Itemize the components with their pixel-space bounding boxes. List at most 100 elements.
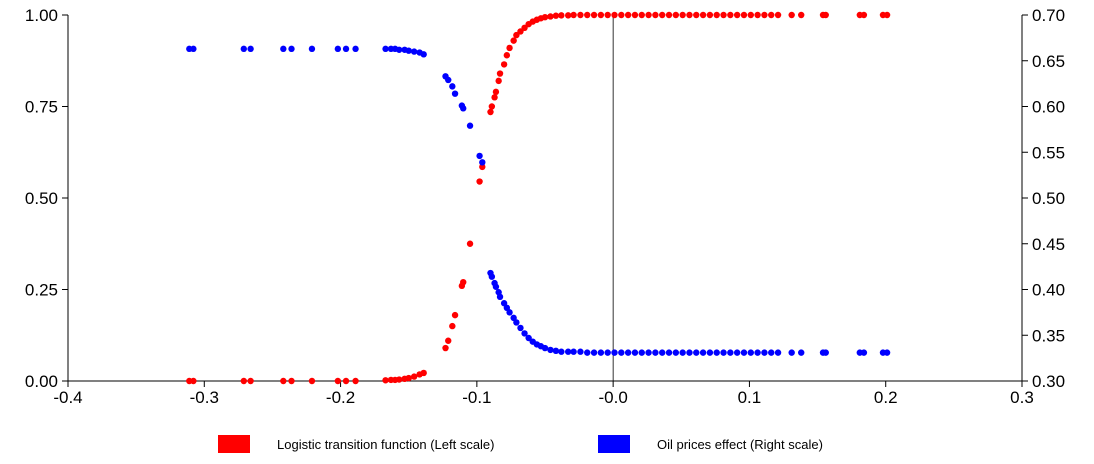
oil-prices-effect-point [521, 330, 528, 337]
oil-prices-effect-point [492, 283, 500, 290]
oil-prices-effect-point [659, 349, 666, 356]
oil-prices-effect-point [645, 349, 652, 356]
oil-prices-effect-point [860, 349, 868, 356]
x-tick-label: 0.3 [1010, 388, 1034, 407]
oil-prices-effect-point [788, 349, 795, 356]
y-tick-label-left: 0.75 [25, 98, 58, 117]
oil-prices-effect-point [466, 122, 474, 129]
oil-prices-effect-point [686, 349, 693, 356]
oil-prices-effect-point [506, 309, 513, 316]
logistic-transition-point [768, 11, 775, 19]
x-tick-label: -0.3 [190, 388, 219, 407]
oil-prices-effect-point [558, 348, 565, 355]
logistic-transition-point [500, 61, 508, 68]
oil-prices-effect-point [624, 349, 632, 356]
logistic-transition-point [774, 11, 782, 19]
logistic-transition-point [611, 11, 618, 19]
oil-prices-effect-point [449, 83, 456, 90]
oil-prices-effect-point [240, 45, 248, 53]
x-tick-label: 0.1 [738, 388, 762, 407]
logistic-transition-point [558, 12, 565, 19]
logistic-transition-point [541, 13, 549, 21]
oil-prices-effect-point [445, 76, 452, 84]
oil-prices-effect-point [597, 349, 605, 356]
oil-prices-effect-point [761, 349, 768, 356]
oil-prices-effect-point [720, 349, 727, 356]
logistic-transition-point [747, 11, 754, 19]
oil-prices-effect-point [451, 90, 459, 97]
y-tick-label-right: 0.40 [1032, 281, 1065, 300]
x-tick-label: -0.1 [462, 388, 491, 407]
oil-prices-effect-point [547, 346, 554, 354]
logistic-transition-point [476, 178, 483, 185]
y-tick-label-right: 0.65 [1032, 52, 1065, 71]
logistic-transition-point [706, 11, 714, 19]
oil-prices-effect-point [706, 349, 714, 356]
legend-swatch-oil-prices [598, 435, 630, 453]
logistic-transition-point [547, 13, 554, 20]
oil-prices-effect-point [590, 349, 598, 356]
oil-prices-effect-point [334, 45, 342, 53]
logistic-transition-point [410, 373, 418, 380]
logistic-transition-point [699, 11, 707, 19]
oil-prices-effect-point [552, 347, 560, 355]
logistic-transition-point [491, 94, 498, 101]
oil-prices-effect-point [570, 348, 577, 355]
logistic-transition-point [740, 11, 748, 19]
oil-prices-effect-point [541, 344, 549, 352]
logistic-transition-point [487, 108, 494, 116]
oil-prices-effect-point [405, 47, 412, 54]
y-tick-label-left: 0.50 [25, 189, 58, 208]
logistic-transition-point [584, 11, 591, 19]
oil-prices-effect-point [288, 45, 295, 53]
logistic-transition-point [445, 337, 452, 344]
logistic-transition-point [713, 11, 720, 19]
logistic-transition-point [190, 377, 197, 385]
oil-prices-effect-point [564, 348, 572, 355]
oil-prices-effect-point [308, 45, 316, 53]
oil-prices-effect-point [488, 273, 496, 280]
oil-prices-effect-point [699, 349, 707, 356]
logistic-transition-point [860, 11, 868, 19]
oil-prices-effect-point [652, 349, 659, 356]
oil-prices-effect-point [774, 349, 782, 356]
logistic-transition-point [451, 311, 459, 319]
legend-label-logistic: Logistic transition function (Left scale… [277, 437, 495, 452]
oil-prices-effect-point [517, 324, 524, 332]
logistic-transition-point [247, 377, 254, 385]
logistic-transition-point [492, 88, 500, 96]
y-tick-label-left: 1.00 [25, 6, 58, 25]
logistic-transition-point [720, 11, 727, 19]
oil-prices-effect-point [190, 45, 197, 53]
logistic-transition-point [788, 11, 795, 19]
points-layer [186, 11, 891, 385]
oil-prices-effect-point [584, 349, 591, 356]
oil-prices-effect-point [822, 349, 829, 356]
oil-prices-effect-point [693, 349, 700, 356]
oil-prices-effect-point [476, 152, 483, 160]
logistic-transition-point [597, 11, 605, 19]
y-tick-label-right: 0.60 [1032, 98, 1065, 117]
logistic-transition-point [405, 374, 412, 382]
oil-prices-effect-point [733, 349, 741, 356]
logistic-transition-point [631, 11, 639, 19]
legend: Logistic transition function (Left scale… [218, 435, 823, 453]
oil-prices-effect-point [768, 349, 775, 356]
logistic-transition-point [395, 376, 403, 383]
y-tick-label-right: 0.70 [1032, 6, 1065, 25]
oil-prices-effect-point [420, 51, 427, 58]
logistic-transition-point [308, 377, 316, 385]
logistic-transition-point [733, 11, 741, 19]
logistic-transition-point [624, 11, 632, 19]
logistic-transition-point [342, 377, 350, 385]
logistic-transition-point [577, 11, 584, 19]
logistic-transition-point [449, 322, 456, 330]
logistic-transition-point [420, 369, 427, 377]
logistic-transition-point [822, 11, 829, 19]
oil-prices-effect-point [665, 349, 673, 356]
oil-prices-effect-point [352, 45, 359, 53]
logistic-transition-point [517, 28, 524, 35]
oil-prices-effect-point [713, 349, 720, 356]
